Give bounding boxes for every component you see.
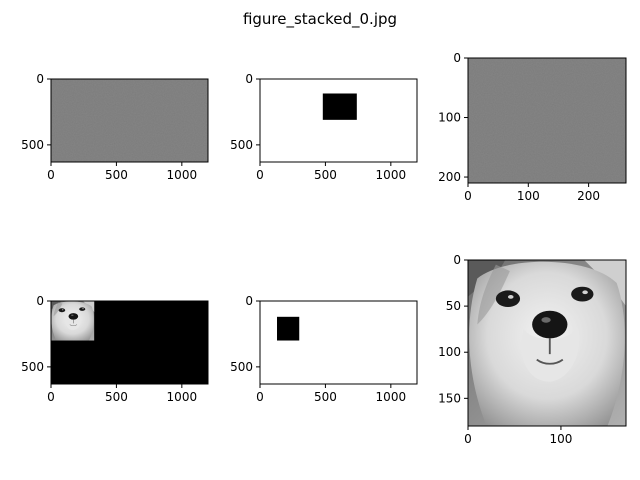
axes-frame <box>467 259 627 427</box>
y-tick-label: 100 <box>438 345 461 359</box>
x-tick-label: 500 <box>105 390 128 404</box>
y-tick-label: 500 <box>21 138 44 152</box>
y-tick-label: 100 <box>438 111 461 125</box>
subplot-5: 0 500 1000 0 500 <box>230 294 418 404</box>
puppy-inset <box>50 300 95 341</box>
x-tick-label: 500 <box>314 390 337 404</box>
x-tick-label: 0 <box>47 168 55 182</box>
image-noise <box>51 79 208 162</box>
subplot-2: 0 500 1000 0 500 <box>230 72 418 182</box>
y-tick-label: 0 <box>36 294 44 308</box>
x-tick-label: 1000 <box>167 168 198 182</box>
y-tick-label: 500 <box>230 138 253 152</box>
x-tick-label: 0 <box>256 390 264 404</box>
y-tick-label: 0 <box>245 294 253 308</box>
subplot-1: 0 500 1000 0 500 <box>21 72 209 182</box>
x-tick-label: 1000 <box>376 390 407 404</box>
image-area <box>260 79 417 162</box>
x-tick-label: 1000 <box>167 390 198 404</box>
black-rectangle <box>277 316 300 341</box>
subplot-4: 0 500 1000 0 500 <box>21 294 209 404</box>
y-tick-label: 150 <box>438 391 461 405</box>
axes-frame <box>259 78 418 163</box>
axes-frame <box>259 300 418 385</box>
x-tick-label: 500 <box>314 168 337 182</box>
x-tick-label: 100 <box>517 189 540 203</box>
axes-frame <box>50 300 209 385</box>
y-tick-label: 500 <box>21 360 44 374</box>
y-tick-label: 200 <box>438 170 461 184</box>
axes-frame <box>467 57 627 184</box>
x-tick-label: 100 <box>549 432 572 446</box>
black-rectangle <box>322 93 357 120</box>
x-tick-label: 0 <box>464 189 472 203</box>
y-tick-label: 50 <box>446 299 461 313</box>
y-tick-label: 0 <box>453 51 461 65</box>
puppy-image <box>467 259 627 427</box>
y-tick-label: 0 <box>36 72 44 86</box>
y-tick-label: 500 <box>230 360 253 374</box>
y-tick-label: 0 <box>453 253 461 267</box>
x-tick-label: 200 <box>577 189 600 203</box>
x-tick-label: 0 <box>464 432 472 446</box>
figure-title: figure_stacked_0.jpg <box>243 10 397 29</box>
x-tick-label: 500 <box>105 168 128 182</box>
x-tick-label: 1000 <box>376 168 407 182</box>
x-tick-label: 0 <box>256 168 264 182</box>
image-area <box>260 301 417 384</box>
axes-frame <box>50 78 209 163</box>
image-noise <box>468 58 626 183</box>
subplot-6: 0 100 0 50 100 150 <box>438 253 627 446</box>
x-tick-label: 0 <box>47 390 55 404</box>
y-tick-label: 0 <box>245 72 253 86</box>
